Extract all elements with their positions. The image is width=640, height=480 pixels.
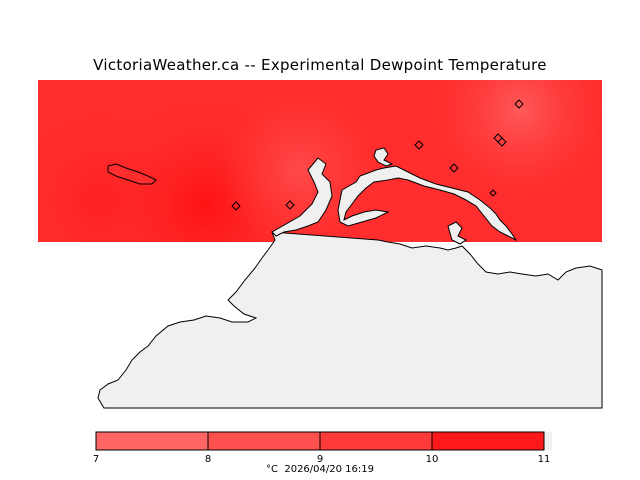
legend-tick-label: 11: [537, 454, 551, 465]
station-marker[interactable]: [514, 99, 524, 109]
legend-colorbar: [95, 431, 552, 451]
legend-caption: °C 2026/04/20 16:19: [0, 464, 640, 475]
station-markers: [231, 99, 524, 211]
land-inlet: [337, 165, 518, 242]
legend-unit: °C: [266, 464, 278, 475]
station-marker[interactable]: [489, 189, 497, 197]
legend-tick-label: 10: [425, 454, 439, 465]
legend-timestamp: 2026/04/20 16:19: [284, 464, 374, 475]
legend-tick-label: 9: [316, 454, 324, 465]
legend-tick-label: 7: [92, 454, 100, 465]
island-north: [373, 147, 394, 167]
map-title: VictoriaWeather.ca -- Experimental Dewpo…: [93, 56, 547, 74]
island-west: [107, 163, 157, 185]
island-east: [447, 221, 467, 245]
station-marker[interactable]: [449, 163, 459, 173]
land-saanich: [271, 157, 333, 237]
legend-tick-label: 8: [204, 454, 212, 465]
station-marker[interactable]: [414, 140, 424, 150]
land-south: [97, 231, 603, 409]
station-marker[interactable]: [497, 137, 507, 147]
station-marker[interactable]: [285, 200, 295, 210]
station-marker[interactable]: [231, 201, 241, 211]
